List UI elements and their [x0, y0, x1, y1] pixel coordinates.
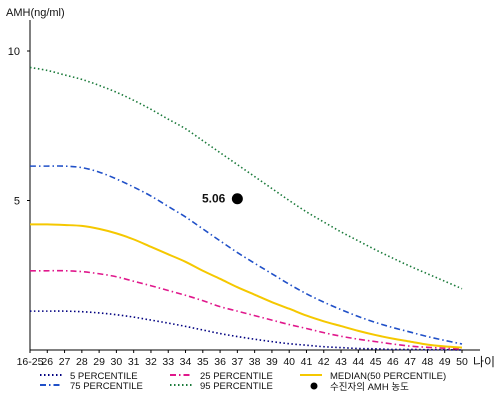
legend: 5 PERCENTILE 25 PERCENTILE MEDIAN(50 PERCE…: [40, 371, 446, 393]
y-ticks: 10 5: [8, 46, 30, 208]
x-tick-label: 31: [128, 356, 140, 368]
series-line-0: [30, 310, 463, 351]
x-tick-label: 40: [283, 356, 295, 368]
x-tick-label: 41: [301, 356, 313, 368]
annotation-label: 5.06: [202, 192, 226, 206]
x-tick-label: 34: [180, 356, 192, 368]
x-tick-label: 44: [352, 356, 364, 368]
x-tick-label: 43: [335, 356, 347, 368]
legend-label-0: 5 PERCENTILE: [70, 371, 138, 382]
x-tick-label: 49: [439, 356, 451, 368]
series-line-4: [29, 66, 463, 290]
patient-amh-annotation: 5.06: [202, 192, 243, 206]
x-tick-label: 48: [422, 356, 434, 368]
x-tick-label: 28: [76, 356, 88, 368]
y-tick-label: 10: [8, 46, 20, 58]
series-lines: [29, 66, 463, 351]
x-tick-label: 46: [387, 356, 399, 368]
x-tick-label: 36: [214, 356, 226, 368]
legend-label-annotation: 수진자의 AMH 농도: [330, 382, 409, 393]
x-tick-label: 32: [145, 356, 157, 368]
x-tick-label: 45: [370, 356, 382, 368]
x-tick-label: 50: [456, 356, 468, 368]
x-tick-label: 29: [93, 356, 105, 368]
x-tick-label: 47: [404, 356, 416, 368]
x-tick-label: 26: [41, 356, 53, 368]
legend-label-2: MEDIAN(50 PERCENTILE): [330, 371, 446, 382]
legend-label-4: 95 PERCENTILE: [200, 381, 273, 392]
y-tick-label: 5: [14, 196, 20, 208]
x-tick-label: 39: [266, 356, 278, 368]
x-tick-label: 16-25: [17, 356, 44, 368]
x-tick-label: 38: [249, 356, 261, 368]
x-tick-label: 37: [232, 356, 244, 368]
legend-label-1: 25 PERCENTILE: [200, 371, 273, 382]
x-tick-label: 30: [111, 356, 123, 368]
legend-marker-annotation: [310, 382, 318, 390]
x-tick-label: 27: [59, 356, 71, 368]
series-line-1: [30, 269, 463, 350]
series-line-2: [29, 223, 463, 349]
legend-label-3: 75 PERCENTILE: [70, 381, 143, 392]
annotation-point: [231, 193, 243, 205]
series-line-3: [29, 165, 463, 345]
x-tick-label: 33: [162, 356, 174, 368]
x-axis-title: 나이: [473, 355, 495, 369]
y-axis-title: AMH(ng/ml): [6, 7, 65, 19]
x-tick-label: 35: [197, 356, 209, 368]
x-tick-label: 42: [318, 356, 330, 368]
